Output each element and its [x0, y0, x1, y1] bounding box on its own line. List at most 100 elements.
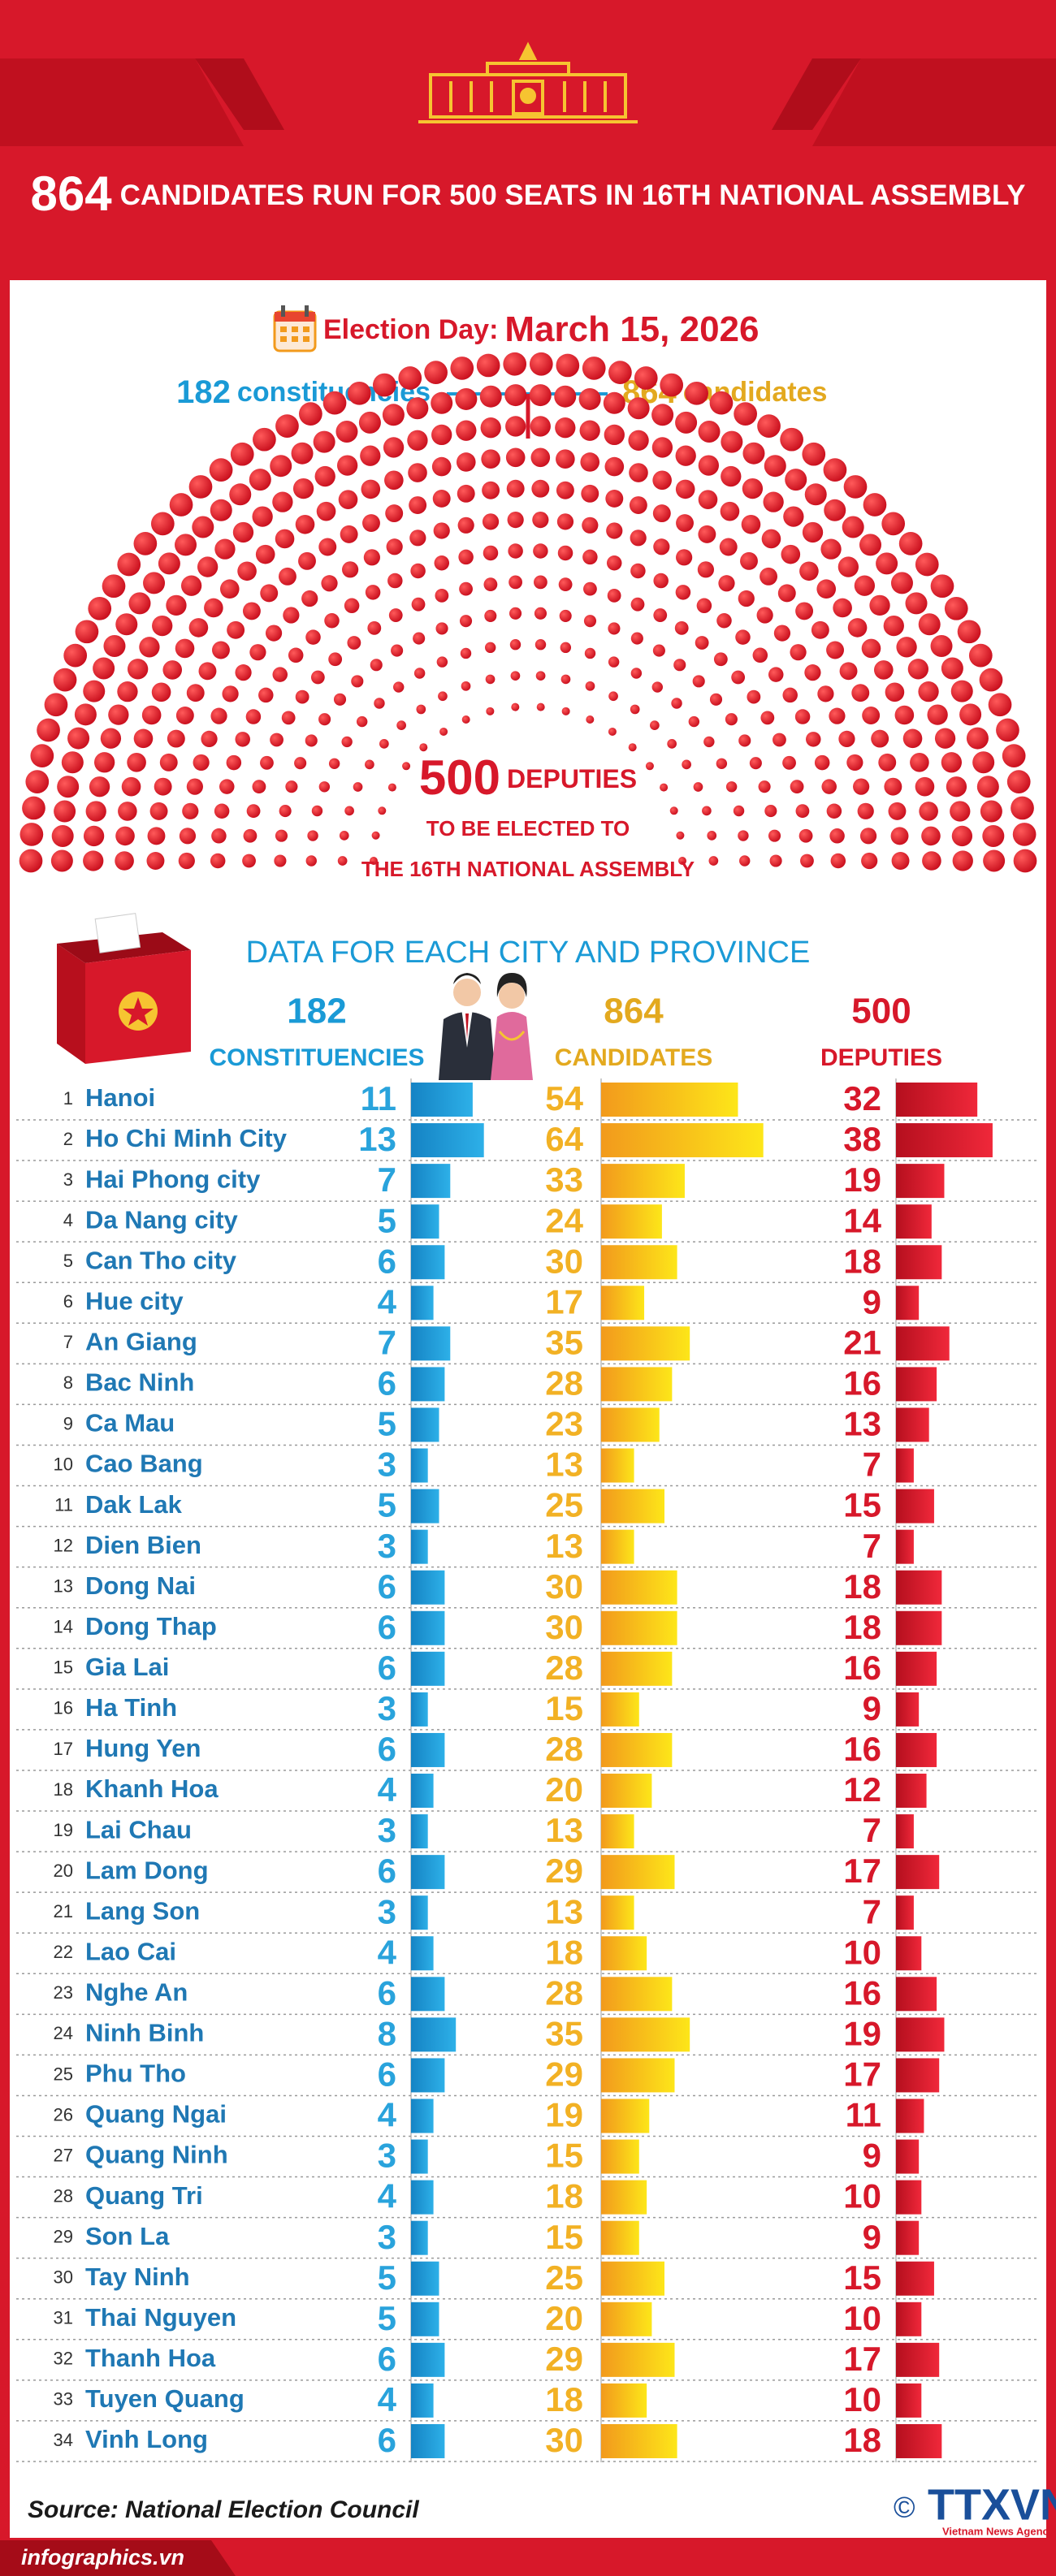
- seat-dot: [382, 404, 405, 426]
- agency-name: Vietnam News Agency: [942, 2525, 1055, 2537]
- hemicycle-caption: 500 DEPUTIES: [419, 750, 637, 805]
- seat-dot: [342, 561, 359, 578]
- bar: [411, 1651, 445, 1686]
- bar: [601, 1286, 645, 1320]
- bar: [601, 1489, 664, 1524]
- bar: [601, 1610, 677, 1645]
- column-number: 500: [851, 992, 911, 1031]
- value-label: 7: [863, 1446, 881, 1484]
- value-label: 10: [843, 1933, 881, 1971]
- seat-dot: [175, 638, 195, 659]
- seat-dot: [416, 704, 426, 715]
- row-number: 31: [54, 2308, 73, 2328]
- bar: [411, 1448, 428, 1483]
- value-label: 20: [545, 1770, 583, 1809]
- seat-dot: [555, 417, 576, 439]
- seat-dot: [604, 424, 625, 446]
- seat-dot: [582, 357, 606, 380]
- seat-dot: [358, 411, 381, 434]
- bar: [411, 2139, 428, 2174]
- value-label: 21: [843, 1323, 881, 1361]
- seat-dot: [210, 499, 232, 521]
- seat-dot: [74, 703, 97, 726]
- seat-dot: [871, 729, 889, 748]
- seat-dot: [652, 470, 672, 491]
- seat-dot: [740, 551, 758, 570]
- value-label: 9: [863, 1689, 881, 1727]
- seat-dot: [966, 727, 989, 750]
- seat-dot: [675, 445, 696, 466]
- seat-dot: [61, 751, 84, 774]
- bar: [896, 1407, 929, 1442]
- seat-dot: [121, 776, 141, 797]
- seat-dot: [149, 802, 168, 820]
- seat-dot: [435, 588, 449, 603]
- seat-dot: [19, 823, 44, 846]
- ballot-box-icon: [57, 913, 191, 1064]
- seat-dot: [846, 754, 863, 772]
- seat-dot: [210, 707, 227, 724]
- seat-dot: [820, 538, 842, 560]
- value-label: 8: [378, 2014, 396, 2052]
- seat-dot: [972, 751, 995, 774]
- bar: [896, 1164, 945, 1199]
- seat-dot: [252, 780, 266, 794]
- bar: [411, 1164, 451, 1199]
- value-label: 6: [378, 1364, 396, 1403]
- seat-dot: [996, 718, 1019, 742]
- seat-dot: [675, 411, 698, 434]
- bar: [601, 1651, 673, 1686]
- bar: [601, 1448, 634, 1483]
- seat-dot: [505, 416, 526, 437]
- seat-dot: [419, 743, 428, 752]
- value-label: 13: [843, 1405, 881, 1443]
- seat-dot: [742, 442, 765, 465]
- seat-dot: [510, 671, 521, 681]
- seat-dot: [480, 417, 501, 439]
- seat-dot: [749, 757, 762, 770]
- seat-dot: [175, 534, 197, 556]
- seat-dot: [279, 567, 296, 586]
- row-name: Hai Phong city: [85, 1165, 261, 1193]
- row-number: 25: [54, 2064, 73, 2084]
- value-label: 29: [545, 2340, 583, 2378]
- seat-dot: [431, 456, 452, 477]
- bar: [896, 1367, 937, 1402]
- value-label: 10: [843, 2299, 881, 2337]
- seat-dot: [188, 618, 209, 638]
- row-number: 13: [54, 1576, 73, 1597]
- bar: [601, 2098, 650, 2133]
- bar: [601, 1204, 662, 1239]
- seat-dot: [556, 353, 580, 378]
- row-name: Lai Chau: [85, 1815, 192, 1843]
- seat-dot: [721, 465, 742, 487]
- seat-dot: [531, 479, 550, 498]
- seat-dot: [605, 489, 624, 508]
- bar: [896, 1529, 914, 1564]
- seat-dot: [608, 727, 617, 736]
- header-stripe: [0, 58, 244, 146]
- seat-dot: [952, 850, 973, 871]
- value-label: 4: [378, 1933, 397, 1971]
- seat-dot: [716, 612, 732, 629]
- seat-dot: [370, 659, 383, 672]
- seat-dot: [530, 447, 551, 468]
- row-number: 18: [54, 1779, 73, 1800]
- seat-dot: [409, 496, 427, 514]
- bar: [601, 2302, 652, 2336]
- value-label: 54: [545, 1079, 583, 1117]
- bar: [411, 2180, 434, 2215]
- bar: [411, 1774, 434, 1809]
- seat-dot: [930, 574, 954, 599]
- seat-dot: [115, 851, 134, 871]
- seat-dot: [651, 437, 673, 458]
- hemicycle-line: TO BE ELECTED TO: [426, 816, 630, 841]
- seat-dot: [721, 430, 743, 453]
- seat-dot: [227, 620, 245, 639]
- seat-dot: [328, 652, 343, 667]
- seat-dot: [830, 853, 846, 869]
- value-label: 9: [863, 1282, 881, 1320]
- seat-dot: [511, 702, 520, 711]
- seat-dot: [536, 702, 545, 711]
- seat-dot: [885, 682, 905, 702]
